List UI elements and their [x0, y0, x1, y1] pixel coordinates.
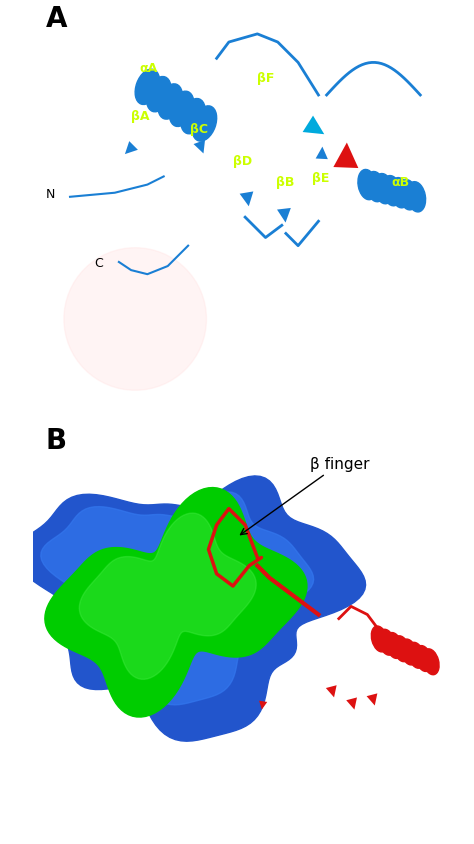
Text: βB: βB	[276, 176, 294, 188]
Ellipse shape	[407, 182, 426, 213]
Text: βE: βE	[312, 171, 330, 184]
Ellipse shape	[415, 646, 432, 672]
Ellipse shape	[169, 92, 194, 127]
Ellipse shape	[391, 178, 410, 208]
Text: αA: αA	[139, 62, 157, 74]
Ellipse shape	[64, 248, 207, 391]
Text: β finger: β finger	[240, 457, 370, 535]
Text: βC: βC	[190, 122, 208, 136]
Ellipse shape	[386, 633, 402, 658]
Ellipse shape	[146, 78, 171, 112]
Polygon shape	[79, 513, 256, 679]
Ellipse shape	[401, 639, 417, 665]
Ellipse shape	[399, 181, 418, 211]
Ellipse shape	[135, 70, 160, 106]
Text: N: N	[46, 187, 55, 201]
Text: αB: αB	[392, 176, 410, 188]
Text: A: A	[46, 5, 67, 33]
Ellipse shape	[423, 649, 439, 675]
Text: βF: βF	[257, 72, 275, 84]
Text: C: C	[94, 257, 103, 270]
Ellipse shape	[192, 106, 217, 142]
Text: B: B	[46, 426, 67, 454]
Polygon shape	[14, 476, 365, 741]
Ellipse shape	[371, 626, 388, 652]
Ellipse shape	[383, 176, 401, 207]
Polygon shape	[41, 492, 314, 705]
Polygon shape	[45, 488, 307, 717]
Ellipse shape	[379, 630, 395, 656]
Ellipse shape	[158, 84, 182, 120]
Ellipse shape	[366, 172, 385, 203]
Ellipse shape	[374, 175, 393, 204]
Ellipse shape	[181, 100, 205, 135]
Text: βA: βA	[131, 111, 150, 123]
Ellipse shape	[393, 636, 410, 662]
Text: βD: βD	[233, 155, 252, 168]
Ellipse shape	[408, 642, 424, 668]
Ellipse shape	[358, 170, 377, 201]
